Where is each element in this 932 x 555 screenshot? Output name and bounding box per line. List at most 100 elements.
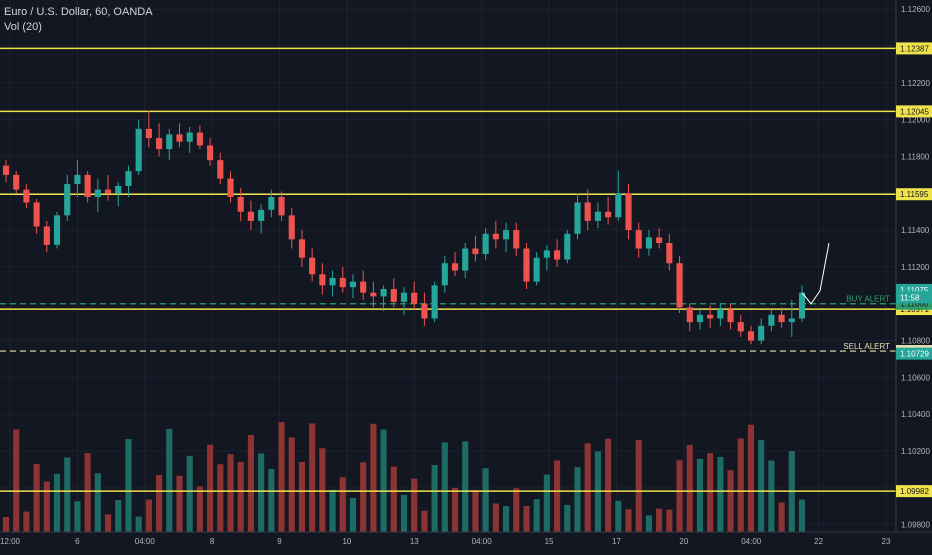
candle[interactable] <box>156 138 163 150</box>
candle[interactable] <box>768 314 775 326</box>
price-axis[interactable]: 1.126001.124001.122001.120001.118001.116… <box>895 0 930 532</box>
candle[interactable] <box>717 309 724 319</box>
candle[interactable] <box>645 237 652 249</box>
candle[interactable] <box>758 325 765 341</box>
volume-bar <box>329 489 336 532</box>
candle[interactable] <box>656 237 663 243</box>
candle[interactable] <box>778 314 785 323</box>
candle[interactable] <box>523 248 530 282</box>
drawings[interactable] <box>801 242 830 305</box>
time-tick: 04:00 <box>472 537 493 546</box>
candle[interactable] <box>53 215 61 245</box>
candle[interactable] <box>625 193 632 231</box>
candle[interactable] <box>319 274 326 286</box>
candle[interactable] <box>23 189 30 203</box>
candle[interactable] <box>554 250 561 260</box>
volume-bar <box>758 440 765 532</box>
candle[interactable] <box>686 307 693 323</box>
candle[interactable] <box>339 277 346 288</box>
candle[interactable] <box>574 202 581 234</box>
candle[interactable] <box>400 292 408 302</box>
candle[interactable] <box>166 134 173 150</box>
candle[interactable] <box>13 174 20 190</box>
projection-line[interactable] <box>801 242 830 305</box>
candle[interactable] <box>288 215 295 240</box>
candle[interactable] <box>196 132 203 146</box>
candle[interactable] <box>247 211 254 221</box>
candle[interactable] <box>666 242 673 264</box>
candle[interactable] <box>564 233 571 260</box>
axis-labels: 1.123871.120451.115951.109711.099821.110… <box>896 42 932 498</box>
candle[interactable] <box>462 248 469 271</box>
candle[interactable] <box>605 211 612 218</box>
candle[interactable] <box>492 233 499 240</box>
candle[interactable] <box>258 209 265 221</box>
volume-bar <box>115 500 122 532</box>
volume-bar <box>237 461 244 532</box>
time-axis[interactable]: 12:00 6 04:00 8 9 10 13 04:00 15 17 20 04:00 22 23 <box>0 531 932 546</box>
candle[interactable] <box>329 277 336 286</box>
candle[interactable] <box>390 289 397 302</box>
candle[interactable] <box>186 132 193 142</box>
candle[interactable] <box>788 318 795 323</box>
candle[interactable] <box>543 250 550 258</box>
candle[interactable] <box>594 211 601 221</box>
candle[interactable] <box>451 263 459 271</box>
price-label-text: 1.09982 <box>900 487 929 496</box>
candle[interactable] <box>64 184 71 216</box>
candle[interactable] <box>74 174 81 185</box>
candle[interactable] <box>278 196 285 216</box>
candle[interactable] <box>237 196 244 212</box>
candle[interactable] <box>707 314 714 319</box>
candle[interactable] <box>502 230 510 240</box>
candle[interactable] <box>309 257 316 275</box>
price-label-text: 1.11595 <box>900 190 929 199</box>
candle[interactable] <box>145 128 152 139</box>
volume-indicator-label[interactable]: Vol (20) <box>4 21 42 33</box>
candle[interactable] <box>380 289 387 297</box>
candle[interactable] <box>798 292 806 319</box>
candle[interactable] <box>513 230 520 249</box>
candle[interactable] <box>472 248 479 255</box>
candle[interactable] <box>696 314 704 323</box>
candle[interactable] <box>217 160 224 179</box>
candle[interactable] <box>615 193 622 218</box>
candle[interactable] <box>115 185 122 194</box>
candle[interactable] <box>737 322 744 332</box>
candle[interactable] <box>411 292 418 304</box>
candle[interactable] <box>176 134 183 142</box>
candle[interactable] <box>431 285 438 319</box>
volume-bar <box>370 423 377 532</box>
candle[interactable] <box>43 226 50 245</box>
candle[interactable] <box>2 165 10 175</box>
candle[interactable] <box>135 128 142 172</box>
candle[interactable] <box>268 196 275 210</box>
candle[interactable] <box>298 239 306 258</box>
candle[interactable] <box>421 303 428 319</box>
symbol-title[interactable]: Euro / U.S. Dollar, 60, OANDA <box>4 6 153 18</box>
candle[interactable] <box>227 178 234 197</box>
price-tick: 1.10800 <box>901 337 930 346</box>
candle[interactable] <box>533 257 540 282</box>
candle[interactable] <box>349 281 357 288</box>
candle[interactable] <box>125 171 132 186</box>
candle[interactable] <box>104 189 112 194</box>
candle[interactable] <box>747 331 755 341</box>
candle[interactable] <box>482 233 489 255</box>
price-label <box>896 105 932 118</box>
candle[interactable] <box>370 292 377 297</box>
candle[interactable] <box>33 202 40 227</box>
volume-bar <box>472 490 479 532</box>
candle[interactable] <box>84 174 91 197</box>
candle[interactable] <box>584 202 591 221</box>
candle[interactable] <box>207 145 214 161</box>
candle[interactable] <box>360 281 367 293</box>
candle[interactable] <box>441 263 448 286</box>
candle[interactable] <box>676 263 683 308</box>
candle[interactable] <box>94 189 101 197</box>
candle[interactable] <box>635 230 642 249</box>
candle[interactable] <box>727 309 734 323</box>
candles[interactable] <box>2 110 806 345</box>
